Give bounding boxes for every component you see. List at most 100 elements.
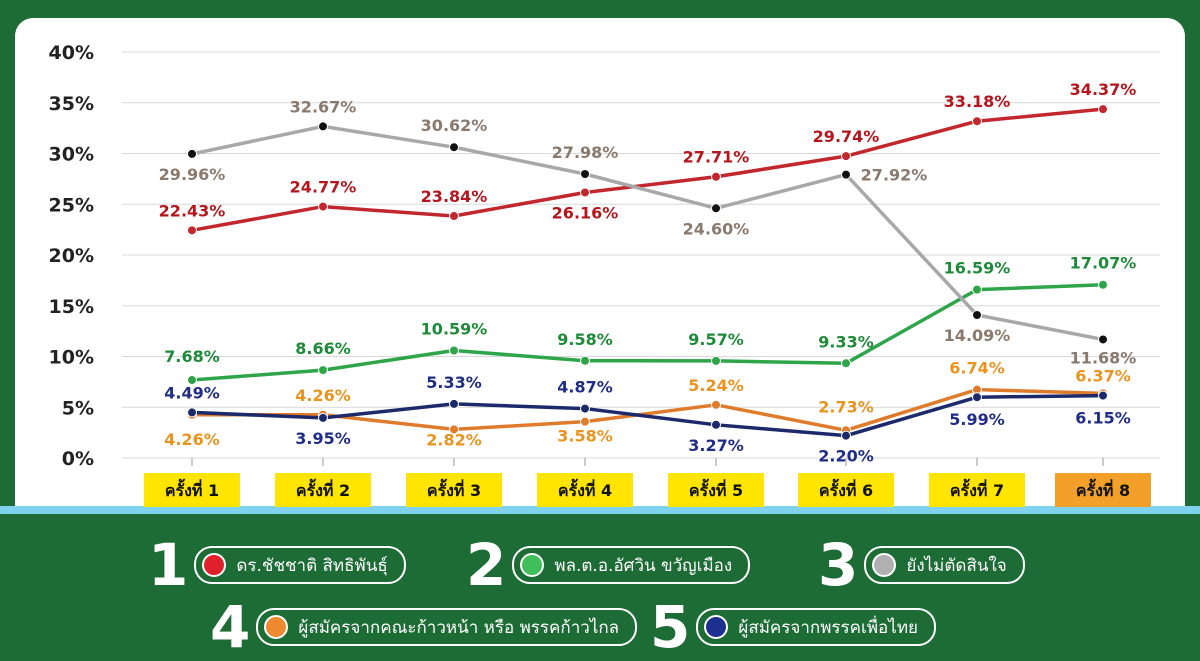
data-point bbox=[187, 225, 197, 236]
legend-label: ผู้สมัครจากพรรคเพื่อไทย bbox=[738, 617, 918, 638]
data-label: 2.82% bbox=[426, 430, 482, 449]
x-tick-label: ครั้งที่ 4 bbox=[558, 478, 612, 500]
data-point bbox=[580, 187, 590, 198]
data-point bbox=[711, 203, 721, 214]
series-line-2 bbox=[191, 282, 1104, 382]
data-point bbox=[711, 171, 721, 182]
data-point bbox=[711, 419, 721, 430]
legend-number: 2 bbox=[466, 531, 507, 599]
y-tick-label: 25% bbox=[49, 194, 94, 216]
data-label: 27.71% bbox=[683, 148, 750, 167]
data-label: 10.59% bbox=[421, 320, 488, 339]
data-label: 32.67% bbox=[290, 97, 357, 116]
legend-dot bbox=[704, 615, 729, 639]
category-box bbox=[537, 473, 633, 507]
chart-panel bbox=[15, 18, 1185, 508]
legend-number: 3 bbox=[818, 531, 859, 599]
data-point bbox=[449, 424, 459, 435]
data-point bbox=[187, 407, 197, 418]
legend-pill: ผู้สมัครจากคณะก้าวหน้า หรือ พรรคก้าวไกล bbox=[256, 608, 638, 646]
data-label: 34.37% bbox=[1070, 80, 1137, 99]
category-box bbox=[798, 473, 894, 507]
data-point bbox=[972, 392, 982, 403]
divider-line bbox=[0, 506, 1200, 514]
data-label: 24.60% bbox=[683, 219, 750, 238]
category-box bbox=[144, 473, 240, 507]
legend-pill: ยังไม่ตัดสินใจ bbox=[864, 546, 1025, 584]
data-point bbox=[711, 355, 721, 366]
data-point bbox=[972, 116, 982, 127]
legend-dot bbox=[872, 553, 897, 577]
data-label: 24.77% bbox=[290, 178, 357, 197]
x-tick-label: ครั้งที่ 5 bbox=[689, 478, 743, 500]
legend: 1 ดร.ชัชชาติ สิทธิพันธุ์ 2 พล.ต.อ.อัศวิน… bbox=[0, 514, 1200, 656]
data-label: 4.26% bbox=[295, 386, 351, 405]
x-tick-label: ครั้งที่ 7 bbox=[950, 478, 1004, 500]
line-chart: 0% 5% 10% 15% 20% 25% 30% 35% 40% 22.43% 24.77% 23… bbox=[49, 42, 1160, 507]
data-label: 27.98% bbox=[552, 143, 619, 162]
data-label: 3.95% bbox=[295, 429, 351, 448]
legend-dot bbox=[264, 615, 289, 639]
legend-label: ดร.ชัชชาติ สิทธิพันธุ์ bbox=[236, 555, 388, 576]
series-line-3 bbox=[191, 124, 1104, 342]
data-label: 2.20% bbox=[818, 447, 874, 466]
x-tick-label: ครั้งที่ 6 bbox=[819, 478, 873, 500]
y-tick-label: 10% bbox=[49, 347, 94, 369]
data-label: 8.66% bbox=[295, 339, 351, 358]
legend-dot bbox=[202, 553, 227, 577]
data-label: 5.99% bbox=[949, 410, 1005, 429]
legend-item-5: 5 ผู้สมัครจากพรรคเพื่อไทย bbox=[650, 598, 936, 656]
data-label: 16.59% bbox=[944, 259, 1011, 278]
y-tick-label: 30% bbox=[49, 144, 94, 166]
data-label: 9.33% bbox=[818, 332, 874, 351]
data-point bbox=[187, 375, 197, 386]
data-label: 4.49% bbox=[164, 383, 220, 402]
legend-label: พล.ต.อ.อัศวิน ขวัญเมือง bbox=[554, 555, 733, 576]
data-point bbox=[841, 358, 851, 369]
data-point bbox=[1098, 279, 1108, 290]
data-label: 11.68% bbox=[1070, 348, 1137, 367]
data-label: 5.33% bbox=[426, 373, 482, 392]
data-point bbox=[972, 309, 982, 320]
x-tick-label: ครั้งที่ 1 bbox=[165, 478, 219, 500]
data-point bbox=[449, 211, 459, 222]
data-point bbox=[449, 345, 459, 356]
data-point bbox=[841, 169, 851, 180]
legend-pill: ดร.ชัชชาติ สิทธิพันธุ์ bbox=[194, 546, 406, 584]
data-label: 33.18% bbox=[944, 92, 1011, 111]
y-tick-label: 5% bbox=[62, 397, 94, 419]
data-label: 3.27% bbox=[688, 436, 744, 455]
data-point bbox=[1098, 390, 1108, 401]
category-box bbox=[406, 473, 502, 507]
legend-pill: ผู้สมัครจากพรรคเพื่อไทย bbox=[696, 608, 936, 646]
data-point bbox=[711, 399, 721, 410]
data-label: 3.58% bbox=[557, 427, 613, 446]
data-point bbox=[1098, 104, 1108, 115]
data-point bbox=[318, 412, 328, 423]
data-point bbox=[580, 355, 590, 366]
legend-item-4: 4 ผู้สมัครจากคณะก้าวหน้า หรือ พรรคก้าวไก… bbox=[210, 593, 638, 661]
data-point bbox=[449, 398, 459, 409]
data-label: 27.92% bbox=[861, 166, 928, 185]
y-tick-label: 20% bbox=[49, 245, 94, 267]
data-label: 4.87% bbox=[557, 378, 613, 397]
data-point bbox=[841, 430, 851, 441]
category-box bbox=[929, 473, 1025, 507]
legend-number: 4 bbox=[210, 593, 251, 661]
legend-label: ผู้สมัครจากคณะก้าวหน้า หรือ พรรคก้าวไกล bbox=[298, 617, 620, 638]
category-box bbox=[275, 473, 371, 507]
data-label: 7.68% bbox=[164, 347, 220, 366]
x-tick-label: ครั้งที่ 2 bbox=[296, 478, 350, 500]
category-box bbox=[668, 473, 764, 507]
legend-dot bbox=[520, 553, 545, 577]
data-label: 23.84% bbox=[421, 187, 488, 206]
data-point bbox=[318, 121, 328, 132]
series-line-5 bbox=[191, 393, 1104, 438]
data-point bbox=[318, 201, 328, 212]
category-box bbox=[1055, 473, 1151, 507]
data-label: 29.74% bbox=[813, 127, 880, 146]
data-label: 29.96% bbox=[159, 165, 226, 184]
data-label: 4.26% bbox=[164, 430, 220, 449]
series-line-1 bbox=[191, 107, 1104, 233]
data-point bbox=[580, 416, 590, 427]
